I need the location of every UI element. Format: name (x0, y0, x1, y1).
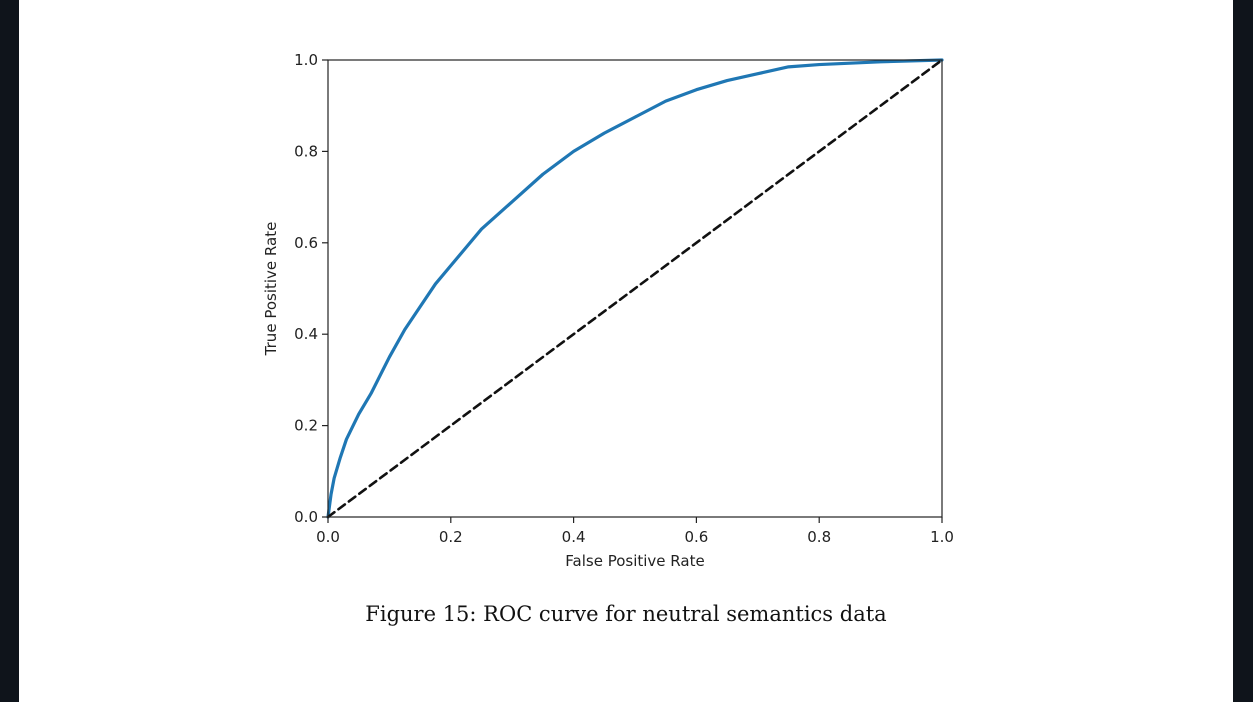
y-axis-label: True Positive Rate (262, 222, 280, 357)
x-tick-label: 0.2 (439, 528, 463, 546)
x-tick-label: 0.8 (807, 528, 831, 546)
x-axis: 0.0 0.2 0.4 0.6 0.8 1.0 (316, 517, 954, 546)
y-tick-label: 0.2 (294, 417, 318, 435)
figure-page: 0.0 0.2 0.4 0.6 0.8 1.0 0.0 0.2 0.4 0.6 0.8 1.0 Fa… (19, 0, 1233, 702)
y-tick-label: 1.0 (294, 51, 318, 69)
x-tick-label: 1.0 (930, 528, 954, 546)
y-tick-label: 0.4 (294, 325, 318, 343)
y-axis: 0.0 0.2 0.4 0.6 0.8 1.0 (294, 51, 328, 526)
figure-caption: Figure 15: ROC curve for neutral semanti… (365, 602, 887, 626)
x-axis-label: False Positive Rate (565, 552, 704, 570)
y-tick-label: 0.0 (294, 508, 318, 526)
chance-diagonal-line (326, 58, 944, 519)
y-tick-label: 0.6 (294, 234, 318, 252)
x-tick-label: 0.4 (562, 528, 586, 546)
x-tick-label: 0.0 (316, 528, 340, 546)
plot-frame (327, 59, 943, 518)
y-tick-label: 0.8 (294, 142, 318, 160)
chart-series-layer (326, 58, 944, 519)
roc-chart: 0.0 0.2 0.4 0.6 0.8 1.0 0.0 0.2 0.4 0.6 0.8 1.0 Fa… (262, 51, 954, 570)
roc-curve-line (326, 58, 944, 519)
x-tick-label: 0.6 (684, 528, 708, 546)
